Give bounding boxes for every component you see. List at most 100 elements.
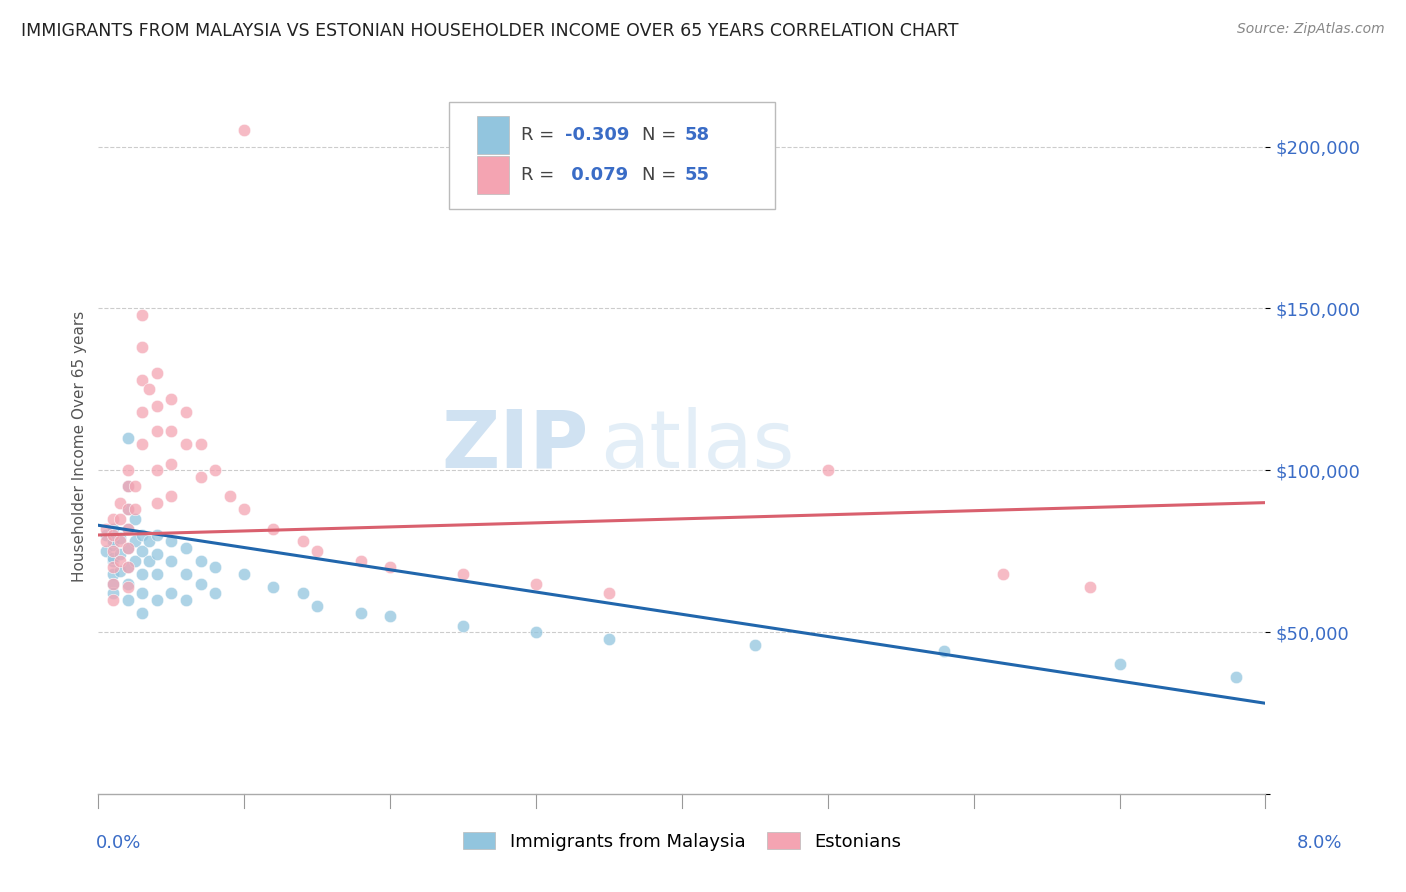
Point (110, 495, 132, 509)
Point (117, 522, 139, 536)
Point (110, 554, 132, 568)
Point (117, 576, 139, 591)
Point (262, 522, 284, 536)
Text: R =: R = (520, 166, 560, 185)
Point (131, 340, 153, 354)
Point (131, 308, 153, 322)
Point (598, 632, 620, 646)
Point (524, 576, 547, 591)
Point (110, 512, 132, 526)
Text: R =: R = (520, 126, 560, 144)
Point (307, 544, 329, 558)
Text: IMMIGRANTS FROM MALAYSIA VS ESTONIAN HOUSEHOLDER INCOME OVER 65 YEARS CORRELATIO: IMMIGRANTS FROM MALAYSIA VS ESTONIAN HOU… (21, 22, 959, 40)
Point (131, 528, 153, 542)
Point (160, 425, 183, 439)
Text: atlas: atlas (600, 407, 794, 485)
Point (101, 554, 124, 568)
Point (204, 586, 226, 600)
Point (138, 383, 160, 397)
Point (204, 560, 226, 574)
Point (110, 548, 132, 562)
Point (598, 586, 620, 600)
Point (101, 538, 124, 552)
Point (233, 566, 256, 581)
Point (110, 564, 132, 578)
Point (131, 606, 153, 620)
Point (117, 502, 139, 516)
Point (160, 392, 183, 406)
Point (124, 502, 146, 516)
Point (146, 399, 169, 413)
Text: Source: ZipAtlas.com: Source: ZipAtlas.com (1237, 22, 1385, 37)
Point (101, 576, 124, 591)
Point (124, 512, 146, 526)
Point (124, 534, 146, 549)
Point (117, 592, 139, 607)
Text: 0.0%: 0.0% (96, 834, 141, 852)
Point (350, 606, 373, 620)
Text: N =: N = (643, 166, 682, 185)
Point (131, 566, 153, 581)
Point (117, 560, 139, 574)
Point (146, 495, 169, 509)
Point (131, 586, 153, 600)
Point (146, 548, 169, 562)
Point (101, 592, 124, 607)
Point (110, 531, 132, 545)
FancyBboxPatch shape (477, 156, 509, 194)
Point (131, 544, 153, 558)
Point (233, 123, 256, 137)
Point (94, 544, 117, 558)
Point (451, 566, 474, 581)
Point (174, 566, 197, 581)
Point (1108, 657, 1130, 672)
Point (160, 534, 183, 549)
Point (117, 479, 139, 493)
Point (124, 554, 146, 568)
Point (1080, 580, 1102, 594)
Text: N =: N = (643, 126, 682, 144)
Point (160, 489, 183, 503)
Point (101, 586, 124, 600)
Point (117, 560, 139, 574)
Point (94, 522, 117, 536)
FancyBboxPatch shape (477, 116, 509, 154)
Point (744, 638, 766, 652)
Point (146, 566, 169, 581)
Point (380, 560, 402, 574)
Point (94, 534, 117, 549)
Point (117, 541, 139, 555)
Point (110, 534, 132, 549)
Point (146, 366, 169, 380)
Point (131, 437, 153, 451)
Point (291, 586, 314, 600)
Legend: Immigrants from Malaysia, Estonians: Immigrants from Malaysia, Estonians (456, 825, 908, 858)
Text: 0.079: 0.079 (565, 166, 628, 185)
Point (101, 550, 124, 565)
Point (94, 528, 117, 542)
Y-axis label: Householder Income Over 65 years: Householder Income Over 65 years (72, 310, 87, 582)
Point (117, 541, 139, 555)
Point (307, 599, 329, 614)
Point (160, 554, 183, 568)
Text: -0.309: -0.309 (565, 126, 630, 144)
Point (101, 512, 124, 526)
Point (174, 541, 197, 555)
Point (101, 576, 124, 591)
FancyBboxPatch shape (449, 102, 775, 210)
Point (146, 463, 169, 477)
Point (190, 554, 212, 568)
Point (174, 437, 197, 451)
Point (1225, 670, 1247, 684)
Point (190, 576, 212, 591)
Point (117, 479, 139, 493)
Point (138, 534, 160, 549)
Point (291, 534, 314, 549)
Point (117, 463, 139, 477)
Point (991, 566, 1014, 581)
Text: 8.0%: 8.0% (1298, 834, 1343, 852)
Point (117, 431, 139, 445)
Point (138, 554, 160, 568)
Point (101, 566, 124, 581)
Point (101, 528, 124, 542)
